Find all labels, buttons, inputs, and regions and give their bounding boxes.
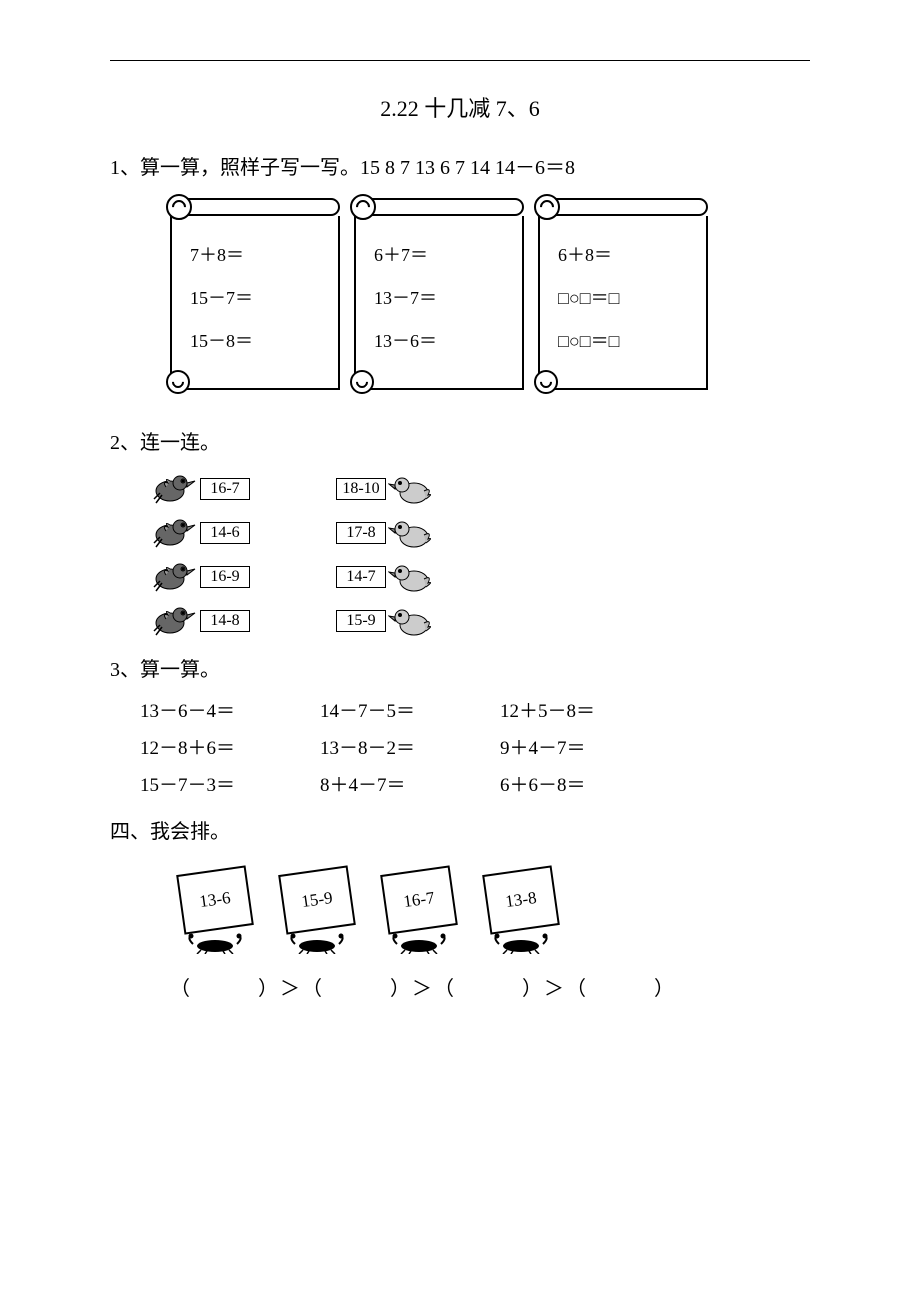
calc-cell: 13－8－2＝ (320, 733, 500, 760)
scroll-bottom-decor (350, 370, 374, 394)
crab-icon (285, 932, 349, 954)
crab-icon (489, 932, 553, 954)
q1-scrolls: 7＋8＝ 15－7＝ 15－8＝ 6＋7＝ 13－7＝ 13－6＝ (170, 194, 810, 390)
duck-icon (386, 513, 436, 553)
sort-item: 15-9 (272, 870, 362, 954)
calc-row: 12－8＋6＝ 13－8－2＝ 9＋4－7＝ (140, 733, 810, 760)
worksheet-page: 2.22 十几减 7、6 1、算一算，照样子写一写。15 8 7 13 6 7 … (0, 0, 920, 1302)
duck-icon (386, 557, 436, 597)
scroll-bottom-decor (534, 370, 558, 394)
sort-card: 15-9 (278, 865, 356, 934)
bird-icon (150, 557, 200, 597)
match-right-group: 18-10 (336, 469, 476, 509)
scroll-line: 13－6＝ (374, 320, 508, 363)
scroll-line: 15－8＝ (190, 320, 324, 363)
calc-cell: 15－7－3＝ (140, 770, 320, 797)
scroll-line: 6＋8＝ (558, 234, 692, 277)
scroll-line: 13－7＝ (374, 277, 508, 320)
calc-cell: 9＋4－7＝ (500, 733, 680, 760)
calc-cell: 8＋4－7＝ (320, 770, 500, 797)
sort-card: 13-6 (176, 865, 254, 934)
calc-cell: 12－8＋6＝ (140, 733, 320, 760)
match-left-box: 14-6 (200, 522, 250, 544)
match-right-group: 17-8 (336, 513, 476, 553)
scroll-line: □○□＝□ (558, 277, 692, 320)
match-row: 16-7 18-10 (150, 469, 810, 509)
crab-icon (183, 932, 247, 954)
match-right-box: 18-10 (336, 478, 386, 500)
scroll-top-decor (170, 194, 340, 216)
q3-grid: 13－6－4＝ 14－7－5＝ 12＋5－8＝ 12－8＋6＝ 13－8－2＝ … (140, 696, 810, 797)
q4-cards: 13-6 15-9 16-7 13-8 (170, 870, 810, 954)
scroll-body: 6＋7＝ 13－7＝ 13－6＝ (354, 216, 524, 390)
match-row: 14-8 15-9 (150, 601, 810, 641)
bird-icon (150, 601, 200, 641)
q4-compare: （ ）＞（ ）＞（ ）＞（ ） (170, 972, 810, 1001)
q4-label: 四、我会排。 (110, 815, 810, 844)
match-right-box: 14-7 (336, 566, 386, 588)
calc-cell: 13－6－4＝ (140, 696, 320, 723)
crab-icon (387, 932, 451, 954)
scroll-line: 6＋7＝ (374, 234, 508, 277)
calc-cell: 6＋6－8＝ (500, 770, 680, 797)
sort-card: 13-8 (482, 865, 560, 934)
scroll-body: 6＋8＝ □○□＝□ □○□＝□ (538, 216, 708, 390)
match-left-group: 16-9 (150, 557, 290, 597)
match-left-box: 16-9 (200, 566, 250, 588)
sort-item: 13-6 (170, 870, 260, 954)
bird-icon (150, 469, 200, 509)
calc-cell: 14－7－5＝ (320, 696, 500, 723)
q2-match: 16-7 18-10 14-6 17-8 (150, 469, 810, 641)
sort-item: 16-7 (374, 870, 464, 954)
scroll-line: 15－7＝ (190, 277, 324, 320)
match-right-group: 14-7 (336, 557, 476, 597)
q1-scroll-3: 6＋8＝ □○□＝□ □○□＝□ (538, 194, 708, 390)
match-right-group: 15-9 (336, 601, 476, 641)
scroll-top-decor (538, 194, 708, 216)
calc-row: 13－6－4＝ 14－7－5＝ 12＋5－8＝ (140, 696, 810, 723)
q2-label: 2、连一连。 (110, 426, 810, 455)
match-row: 14-6 17-8 (150, 513, 810, 553)
duck-icon (386, 469, 436, 509)
bird-icon (150, 513, 200, 553)
match-left-group: 14-8 (150, 601, 290, 641)
match-left-group: 16-7 (150, 469, 290, 509)
match-right-box: 17-8 (336, 522, 386, 544)
q1-scroll-2: 6＋7＝ 13－7＝ 13－6＝ (354, 194, 524, 390)
sort-card: 16-7 (380, 865, 458, 934)
duck-icon (386, 601, 436, 641)
calc-cell: 12＋5－8＝ (500, 696, 680, 723)
scroll-bottom-decor (166, 370, 190, 394)
match-right-box: 15-9 (336, 610, 386, 632)
q1-scroll-1: 7＋8＝ 15－7＝ 15－8＝ (170, 194, 340, 390)
match-left-box: 16-7 (200, 478, 250, 500)
scroll-line: □○□＝□ (558, 320, 692, 363)
scroll-line: 7＋8＝ (190, 234, 324, 277)
q1-label: 1、算一算，照样子写一写。15 8 7 13 6 7 14 14－6＝8 (110, 151, 810, 180)
calc-row: 15－7－3＝ 8＋4－7＝ 6＋6－8＝ (140, 770, 810, 797)
scroll-body: 7＋8＝ 15－7＝ 15－8＝ (170, 216, 340, 390)
q3-label: 3、算一算。 (110, 653, 810, 682)
page-title: 2.22 十几减 7、6 (110, 91, 810, 123)
match-row: 16-9 14-7 (150, 557, 810, 597)
scroll-top-decor (354, 194, 524, 216)
top-rule (110, 60, 810, 61)
sort-item: 13-8 (476, 870, 566, 954)
match-left-group: 14-6 (150, 513, 290, 553)
match-left-box: 14-8 (200, 610, 250, 632)
